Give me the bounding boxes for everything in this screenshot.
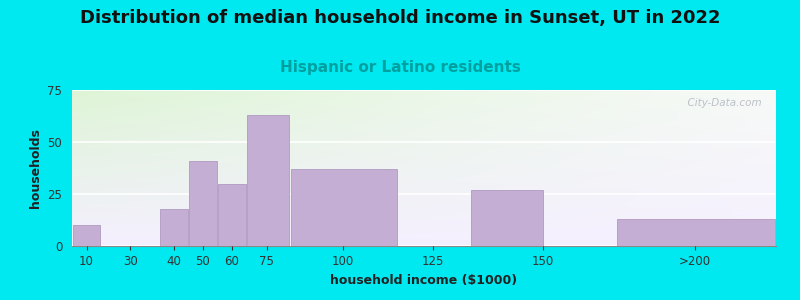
X-axis label: household income ($1000): household income ($1000)	[330, 274, 518, 286]
Bar	[73, 225, 100, 246]
Bar	[189, 161, 217, 246]
Bar	[471, 190, 542, 246]
Text: Hispanic or Latino residents: Hispanic or Latino residents	[279, 60, 521, 75]
Bar	[160, 208, 188, 246]
Bar	[617, 219, 775, 246]
Bar	[247, 115, 290, 246]
Text: Distribution of median household income in Sunset, UT in 2022: Distribution of median household income …	[80, 9, 720, 27]
Y-axis label: households: households	[29, 128, 42, 208]
Bar	[291, 169, 397, 246]
Text: City-Data.com: City-Data.com	[682, 98, 762, 108]
Bar	[218, 184, 246, 246]
